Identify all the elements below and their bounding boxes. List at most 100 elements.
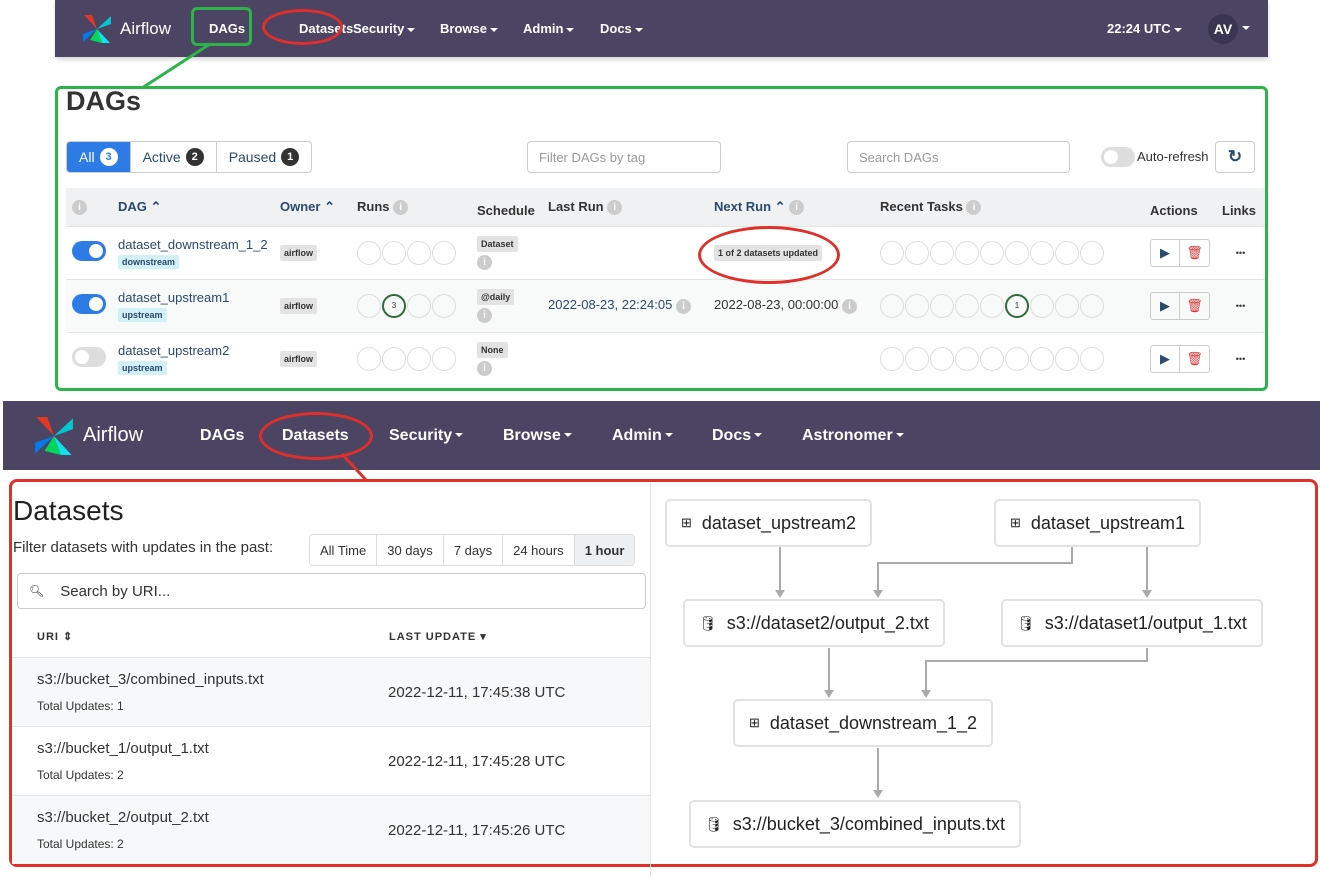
filter-30-days[interactable]: 30 days bbox=[377, 535, 444, 565]
status-circle[interactable] bbox=[955, 240, 979, 265]
more-links-button[interactable]: ••• bbox=[1235, 247, 1246, 258]
dag-tag[interactable]: upstream bbox=[118, 307, 167, 322]
graph-node-dag[interactable]: ⊞ dataset_upstream1 bbox=[994, 499, 1202, 547]
more-links-button[interactable]: ••• bbox=[1235, 353, 1246, 364]
status-circle[interactable] bbox=[1055, 346, 1079, 371]
nav-docs[interactable]: Docs bbox=[712, 427, 762, 445]
status-circle[interactable] bbox=[955, 346, 979, 371]
status-circle[interactable] bbox=[382, 240, 406, 265]
user-menu-caret[interactable] bbox=[1239, 20, 1250, 38]
nav-dags[interactable]: DAGs bbox=[200, 426, 245, 444]
tag-filter-input[interactable]: Filter DAGs by tag bbox=[527, 141, 721, 173]
filter-7-days[interactable]: 7 days bbox=[444, 535, 504, 565]
col-uri[interactable]: URI ⇕ bbox=[37, 631, 74, 643]
trigger-dag-button[interactable]: ▶ bbox=[1151, 292, 1180, 319]
trigger-dag-button[interactable]: ▶ bbox=[1151, 345, 1180, 372]
airflow-logo[interactable]: Airflow bbox=[80, 12, 171, 46]
status-circle[interactable]: 1 bbox=[1005, 293, 1029, 318]
last-run-link[interactable]: 2022-08-23, 22:24:05 bbox=[548, 297, 673, 313]
nav-docs[interactable]: Docs bbox=[600, 21, 643, 36]
status-circle[interactable]: 3 bbox=[382, 293, 406, 318]
uri-search-input[interactable]: 🔍︎ Search by URI... bbox=[17, 573, 646, 609]
dag-link[interactable]: dataset_upstream2 bbox=[118, 342, 230, 358]
filter-all-time[interactable]: All Time bbox=[310, 535, 378, 565]
status-circle[interactable] bbox=[980, 240, 1004, 265]
col-last-update[interactable]: LAST UPDATE ▾ bbox=[389, 631, 487, 643]
status-circle[interactable] bbox=[1030, 240, 1054, 265]
more-links-button[interactable]: ••• bbox=[1235, 300, 1246, 311]
search-dags-input[interactable]: Search DAGs bbox=[847, 141, 1070, 173]
dag-tag[interactable]: upstream bbox=[118, 360, 167, 375]
status-circle[interactable] bbox=[880, 240, 904, 265]
status-circle[interactable] bbox=[432, 240, 456, 265]
status-circle[interactable] bbox=[880, 293, 904, 318]
delete-dag-button[interactable]: 🗑︎ bbox=[1186, 350, 1203, 366]
graph-node-dataset[interactable]: 🛢︎ s3://dataset2/output_2.txt bbox=[683, 599, 945, 647]
status-circle[interactable] bbox=[382, 346, 406, 371]
col-next-run[interactable]: Next Run ⌃ i bbox=[708, 188, 874, 226]
airflow-logo[interactable]: Airflow bbox=[31, 413, 143, 459]
graph-node-dag[interactable]: ⊞ dataset_downstream_1_2 bbox=[733, 699, 994, 747]
nav-astronomer[interactable]: Astronomer bbox=[802, 427, 904, 445]
status-circle[interactable] bbox=[357, 293, 381, 318]
status-circle[interactable] bbox=[905, 346, 929, 371]
col-dag[interactable]: DAG ⌃ bbox=[112, 188, 274, 226]
graph-node-dag[interactable]: ⊞ dataset_upstream2 bbox=[665, 499, 873, 547]
status-circle[interactable] bbox=[1080, 293, 1104, 318]
status-circle[interactable] bbox=[1005, 346, 1029, 371]
nav-security[interactable]: Security bbox=[353, 21, 415, 36]
status-circle[interactable] bbox=[1080, 346, 1104, 371]
status-circle[interactable] bbox=[1055, 240, 1079, 265]
dag-tag[interactable]: downstream bbox=[118, 254, 180, 269]
dataset-row[interactable]: s3://bucket_1/output_1.txt Total Updates… bbox=[12, 726, 650, 795]
dataset-row[interactable]: s3://bucket_3/combined_inputs.txt Total … bbox=[12, 657, 650, 726]
graph-node-dataset[interactable]: 🛢︎ s3://bucket_3/combined_inputs.txt bbox=[689, 800, 1021, 848]
status-circle[interactable] bbox=[1080, 240, 1104, 265]
col-owner[interactable]: Owner ⌃ bbox=[274, 188, 351, 226]
auto-refresh-toggle[interactable] bbox=[1101, 147, 1135, 167]
status-circle[interactable] bbox=[980, 293, 1004, 318]
filter-1-hour[interactable]: 1 hour bbox=[574, 535, 635, 565]
status-circle[interactable] bbox=[432, 293, 456, 318]
status-circle[interactable] bbox=[407, 293, 431, 318]
trigger-dag-button[interactable]: ▶ bbox=[1151, 239, 1180, 266]
status-circle[interactable] bbox=[1030, 346, 1054, 371]
status-circle[interactable] bbox=[930, 240, 954, 265]
status-circle[interactable] bbox=[980, 346, 1004, 371]
status-circle[interactable] bbox=[905, 240, 929, 265]
status-circle[interactable] bbox=[930, 346, 954, 371]
status-circle[interactable] bbox=[357, 346, 381, 371]
status-circle[interactable] bbox=[955, 293, 979, 318]
graph-node-dataset[interactable]: 🛢︎ s3://dataset1/output_1.txt bbox=[1001, 599, 1263, 647]
filter-all[interactable]: All 3 bbox=[67, 142, 131, 172]
nav-dags[interactable]: DAGs bbox=[209, 21, 246, 36]
delete-dag-button[interactable]: 🗑︎ bbox=[1186, 244, 1203, 260]
nav-browse[interactable]: Browse bbox=[503, 427, 572, 445]
pause-toggle[interactable] bbox=[72, 241, 106, 261]
avatar[interactable]: AV bbox=[1208, 13, 1238, 44]
status-circle[interactable] bbox=[1030, 293, 1054, 318]
pause-toggle[interactable] bbox=[72, 347, 106, 368]
refresh-button[interactable]: ↻ bbox=[1215, 141, 1255, 173]
status-circle[interactable] bbox=[1055, 293, 1079, 318]
dataset-row[interactable]: s3://bucket_2/output_2.txt Total Updates… bbox=[12, 795, 650, 864]
status-circle[interactable] bbox=[357, 240, 381, 265]
nav-admin[interactable]: Admin bbox=[523, 21, 574, 36]
filter-24-hours[interactable]: 24 hours bbox=[503, 535, 575, 565]
utc-clock[interactable]: 22:24 UTC bbox=[1107, 21, 1182, 36]
status-circle[interactable] bbox=[432, 346, 456, 371]
status-circle[interactable] bbox=[407, 346, 431, 371]
dag-link[interactable]: dataset_upstream1 bbox=[118, 289, 230, 305]
pause-toggle[interactable] bbox=[72, 294, 106, 314]
status-circle[interactable] bbox=[880, 346, 904, 371]
dag-link[interactable]: dataset_downstream_1_2 bbox=[118, 236, 268, 252]
status-circle[interactable] bbox=[1005, 240, 1029, 265]
filter-active[interactable]: Active 2 bbox=[131, 142, 217, 172]
nav-security[interactable]: Security bbox=[389, 427, 463, 445]
filter-paused[interactable]: Paused 1 bbox=[217, 142, 311, 172]
status-circle[interactable] bbox=[905, 293, 929, 318]
nav-browse[interactable]: Browse bbox=[440, 21, 498, 36]
delete-dag-button[interactable]: 🗑︎ bbox=[1186, 297, 1203, 313]
nav-admin[interactable]: Admin bbox=[612, 427, 673, 445]
status-circle[interactable] bbox=[407, 240, 431, 265]
